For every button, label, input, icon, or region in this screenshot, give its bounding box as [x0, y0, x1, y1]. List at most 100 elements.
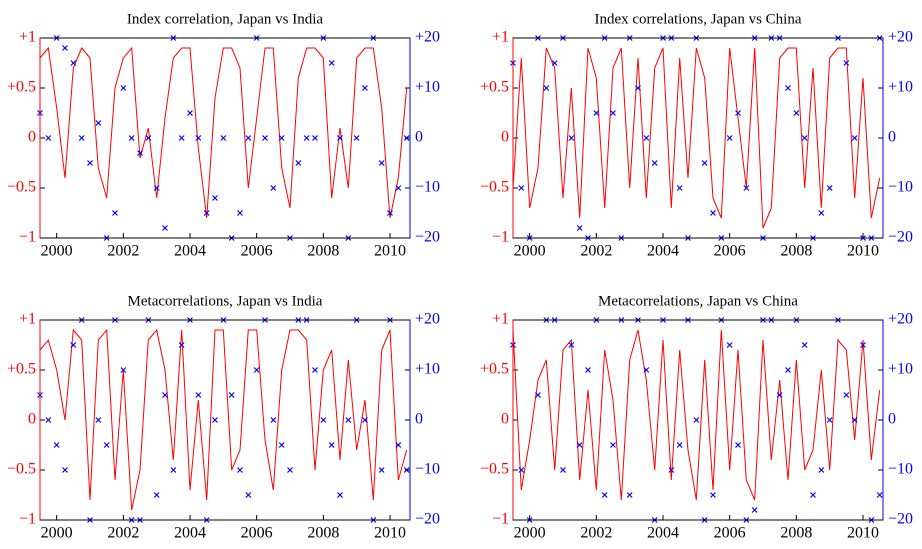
- marker: [610, 442, 616, 448]
- y2-tick-label: +20: [888, 311, 913, 328]
- marker: [610, 110, 616, 116]
- marker: [576, 442, 583, 448]
- marker: [801, 135, 808, 141]
- marker: [278, 442, 285, 448]
- marker: [362, 417, 368, 423]
- y-tick-label: 0: [28, 411, 36, 428]
- marker: [220, 135, 227, 141]
- marker: [560, 467, 566, 473]
- panel-title: Metacorrelations, Japan vs China: [598, 293, 798, 309]
- marker: [776, 392, 783, 398]
- x-tick-label: 2002: [107, 525, 139, 542]
- marker: [203, 210, 210, 216]
- x-tick-label: 2000: [41, 243, 73, 260]
- marker: [295, 160, 302, 166]
- marker: [212, 417, 218, 423]
- marker: [237, 467, 243, 473]
- marker: [178, 342, 185, 348]
- marker: [726, 135, 733, 141]
- marker: [751, 507, 758, 513]
- marker: [103, 442, 110, 448]
- marker: [676, 185, 683, 191]
- y-tick-label: +1: [19, 29, 36, 46]
- y-tick-label: +0.5: [7, 79, 36, 96]
- panel: Metacorrelations, Japan vs China −1 −0.5 0 +…: [480, 293, 913, 541]
- y2-tick-label: +20: [415, 29, 440, 46]
- marker: [62, 467, 68, 473]
- y2-tick-label: 0: [415, 129, 423, 146]
- x-tick-label: 2010: [847, 525, 879, 542]
- marker: [810, 492, 816, 498]
- x-tick-label: 2002: [580, 243, 612, 260]
- marker: [78, 135, 85, 141]
- marker: [278, 135, 285, 141]
- marker: [362, 85, 368, 91]
- y-tick-label: 0: [501, 411, 509, 428]
- panel: Metacorrelations, Japan vs India −1 −0.5 0 +…: [7, 293, 440, 541]
- marker: [337, 135, 343, 141]
- y2-tick-label: −20: [888, 229, 913, 246]
- marker: [112, 210, 118, 216]
- marker: [95, 120, 102, 126]
- panel-title: Index correlations, Japan vs China: [594, 11, 801, 27]
- x-tick-label: 2004: [647, 525, 679, 542]
- y2-tick-label: −20: [888, 511, 913, 528]
- marker: [162, 225, 168, 231]
- marker: [743, 185, 750, 191]
- marker: [843, 60, 850, 66]
- y-tick-label: −1: [492, 511, 509, 528]
- y-tick-label: −1: [19, 229, 36, 246]
- marker: [170, 467, 177, 473]
- y2-tick-label: 0: [888, 411, 896, 428]
- x-tick-label: 2004: [174, 243, 206, 260]
- x-tick-label: 2002: [107, 243, 139, 260]
- marker: [137, 150, 143, 156]
- y-tick-label: +0.5: [480, 361, 509, 378]
- x-tick-label: 2000: [514, 243, 546, 260]
- marker: [793, 110, 800, 116]
- marker: [145, 135, 152, 141]
- marker: [735, 110, 741, 116]
- panel-title: Index correlation, Japan vs India: [127, 11, 324, 27]
- y2-tick-label: +10: [888, 79, 913, 96]
- marker: [95, 417, 102, 423]
- marker: [328, 442, 335, 448]
- marker: [378, 467, 385, 473]
- marker: [860, 342, 866, 348]
- marker: [245, 135, 252, 141]
- y2-tick-label: −20: [415, 511, 440, 528]
- y-tick-label: −0.5: [480, 179, 509, 196]
- marker: [693, 417, 700, 423]
- marker: [785, 367, 791, 373]
- x-tick-label: 2006: [714, 243, 746, 260]
- marker: [45, 135, 52, 141]
- marker: [162, 392, 168, 398]
- marker: [710, 210, 716, 216]
- marker: [851, 135, 858, 141]
- y-tick-label: −0.5: [480, 461, 509, 478]
- x-tick-label: 2006: [241, 525, 273, 542]
- y2-tick-label: −20: [415, 229, 440, 246]
- x-tick-label: 2008: [307, 525, 339, 542]
- y2-tick-label: +10: [415, 79, 440, 96]
- plot-frame: [512, 37, 884, 239]
- marker: [270, 417, 277, 423]
- marker: [551, 60, 558, 66]
- y-tick-label: −0.5: [7, 461, 36, 478]
- marker: [195, 135, 202, 141]
- marker: [262, 135, 268, 141]
- marker: [726, 342, 733, 348]
- panel-title: Metacorrelations, Japan vs India: [128, 293, 323, 309]
- marker: [153, 492, 160, 498]
- marker: [403, 467, 410, 473]
- x-tick-label: 2008: [780, 243, 812, 260]
- marker: [651, 160, 658, 166]
- y2-tick-label: −10: [415, 461, 440, 478]
- marker: [543, 85, 550, 91]
- y-tick-label: +0.5: [480, 79, 509, 96]
- marker: [843, 392, 850, 398]
- x-tick-label: 2010: [374, 243, 406, 260]
- marker: [195, 392, 202, 398]
- marker: [818, 467, 825, 473]
